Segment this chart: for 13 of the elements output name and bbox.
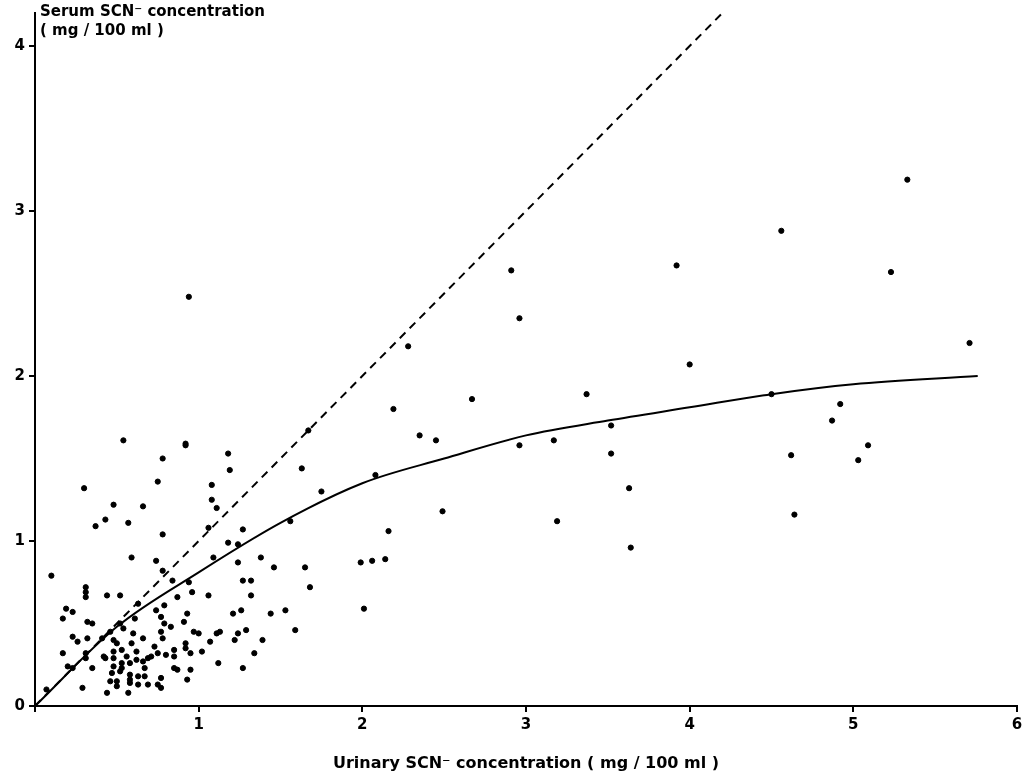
x-tick-label: 3	[520, 714, 532, 733]
x-axis-title: Urinary SCN⁻ concentration ( mg / 100 ml )	[332, 752, 720, 772]
y-tick-label: 0	[14, 695, 25, 714]
x-tick-label: 2	[357, 714, 368, 733]
y-axis-title: Serum SCN⁻ concentration ( mg / 100 ml )	[40, 2, 266, 40]
y-tick-label: 3	[14, 200, 25, 219]
y-tick-label: 2	[14, 365, 25, 384]
y-tick-label: 1	[14, 530, 25, 549]
y-tick-label: 4	[14, 35, 25, 54]
x-tick-label: 5	[848, 714, 859, 733]
x-tick-label: 4	[684, 714, 695, 733]
x-tick-label: 1	[193, 714, 204, 733]
x-tick-label: 6	[1011, 714, 1023, 733]
